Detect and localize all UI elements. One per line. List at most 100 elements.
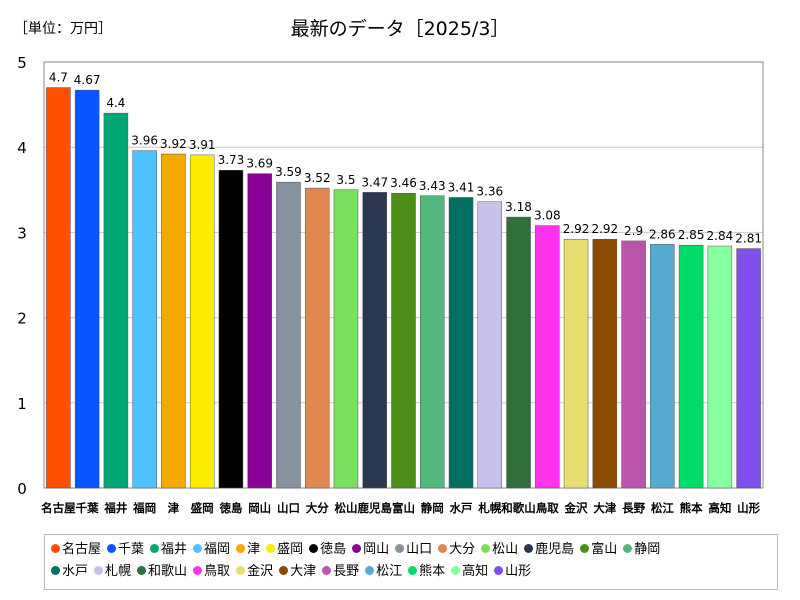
bar	[161, 153, 186, 489]
legend-marker	[150, 544, 160, 553]
legend-label: 高知	[462, 564, 489, 579]
x-tick-label: 福井	[103, 501, 127, 515]
x-tick-label: 熊本	[680, 501, 703, 515]
bar	[103, 112, 129, 489]
bar	[247, 173, 272, 489]
legend-item: 鳥取	[193, 561, 230, 583]
bar	[420, 195, 445, 489]
legend-marker	[266, 544, 276, 553]
legend-label: 水戸	[62, 564, 89, 579]
legend-marker	[438, 544, 448, 553]
legend-row: 名古屋 千葉 福井 福岡 津 盛岡 徳島 岡山 山口 大分 松山 鹿児島 富山 静岡	[51, 539, 771, 561]
legend-marker	[408, 566, 418, 575]
legend-marker	[137, 566, 147, 575]
legend-label: 長野	[333, 564, 360, 579]
x-tick-label: 水戸	[450, 501, 473, 515]
y-tick-label: 0	[17, 480, 27, 498]
x-tick-label: 大津	[593, 501, 616, 515]
legend-label: 静岡	[634, 542, 661, 557]
legend-item: 高知	[451, 561, 488, 583]
bar	[362, 192, 387, 489]
legend-marker	[524, 544, 534, 553]
data-label: 3.41	[448, 180, 475, 194]
legend-item: 静岡	[623, 539, 660, 561]
x-tick-label: 富山	[392, 501, 415, 515]
legend-label: 千葉	[118, 542, 145, 557]
data-label: 2.86	[649, 227, 676, 241]
legend-marker	[94, 566, 104, 575]
legend-label: 鹿児島	[535, 542, 575, 557]
data-label: 2.92	[563, 222, 590, 236]
data-label: 2.81	[735, 232, 762, 246]
x-tick-label: 名古屋	[41, 501, 76, 515]
legend-label: 松江	[376, 564, 403, 579]
y-tick-label: 2	[17, 310, 27, 328]
legend-label: 金沢	[247, 564, 274, 579]
x-tick-label: 徳島	[218, 501, 242, 515]
x-tick-label: 長野	[622, 501, 645, 515]
legend-marker	[236, 566, 246, 575]
data-label: 3.18	[505, 200, 532, 214]
legend-item: 大津	[279, 561, 316, 583]
legend-marker	[51, 544, 60, 553]
data-label: 4.4	[106, 96, 125, 110]
legend-item: 津	[236, 539, 260, 561]
legend-marker	[51, 566, 60, 575]
bar	[74, 89, 100, 489]
legend-item: 熊本	[408, 561, 445, 583]
chart-title: 最新のデータ［2025/3］	[290, 18, 510, 40]
data-label: 3.96	[131, 134, 158, 148]
bar	[563, 238, 589, 489]
bar	[707, 245, 733, 489]
legend-item: 和歌山	[137, 561, 187, 583]
data-label: 2.85	[678, 228, 705, 242]
legend-item: 山口	[395, 539, 432, 561]
x-tick-label: 和歌山	[501, 501, 536, 515]
legend-item: 鹿児島	[524, 539, 574, 561]
legend-item: 松山	[481, 539, 518, 561]
legend-item: 水戸	[51, 561, 88, 583]
x-tick-label: 大分	[306, 501, 329, 515]
x-tick-label: 松山	[334, 501, 357, 515]
x-tick-label: 津	[168, 501, 180, 515]
bar	[304, 187, 330, 489]
legend-marker	[309, 544, 319, 553]
bar	[391, 192, 416, 489]
data-label: 4.67	[74, 73, 101, 87]
data-label: 4.7	[49, 71, 68, 85]
legend-marker	[322, 566, 332, 575]
bar	[477, 201, 503, 489]
legend-label: 岡山	[363, 542, 390, 557]
bar	[46, 87, 71, 489]
bar	[621, 240, 646, 489]
legend-item: 富山	[580, 539, 617, 561]
x-tick-label: 鹿児島	[357, 501, 392, 515]
legend-label: 福井	[161, 542, 188, 557]
legend-item: 長野	[322, 561, 359, 583]
data-label: 3.91	[189, 138, 216, 152]
data-label: 3.52	[304, 171, 331, 185]
legend-label: 大津	[290, 564, 317, 579]
legend-marker	[623, 544, 633, 553]
data-label: 3.92	[160, 137, 187, 151]
legend-label: 盛岡	[277, 542, 304, 557]
bar	[448, 197, 474, 489]
data-label: 3.69	[246, 157, 273, 171]
legend-item: 福岡	[193, 539, 230, 561]
data-label: 3.59	[275, 165, 302, 179]
legend-row: 水戸 札幌 和歌山 鳥取 金沢 大津 長野 松江 熊本 高知 山形	[51, 561, 771, 583]
legend-item: 岡山	[352, 539, 389, 561]
y-tick-label: 4	[17, 139, 27, 157]
bar	[276, 181, 301, 489]
y-tick-label: 5	[17, 54, 27, 72]
legend-marker	[193, 566, 203, 575]
legend-item: 千葉	[107, 539, 144, 561]
data-label: 3.43	[419, 179, 446, 193]
legend-label: 名古屋	[62, 542, 102, 557]
legend-marker	[451, 566, 461, 575]
x-tick-label: 山形	[737, 501, 760, 515]
legend-item: 福井	[150, 539, 187, 561]
x-tick-label: 盛岡	[191, 501, 214, 515]
x-tick-label: 鳥取	[536, 501, 559, 515]
x-tick-label: 福岡	[132, 501, 156, 515]
